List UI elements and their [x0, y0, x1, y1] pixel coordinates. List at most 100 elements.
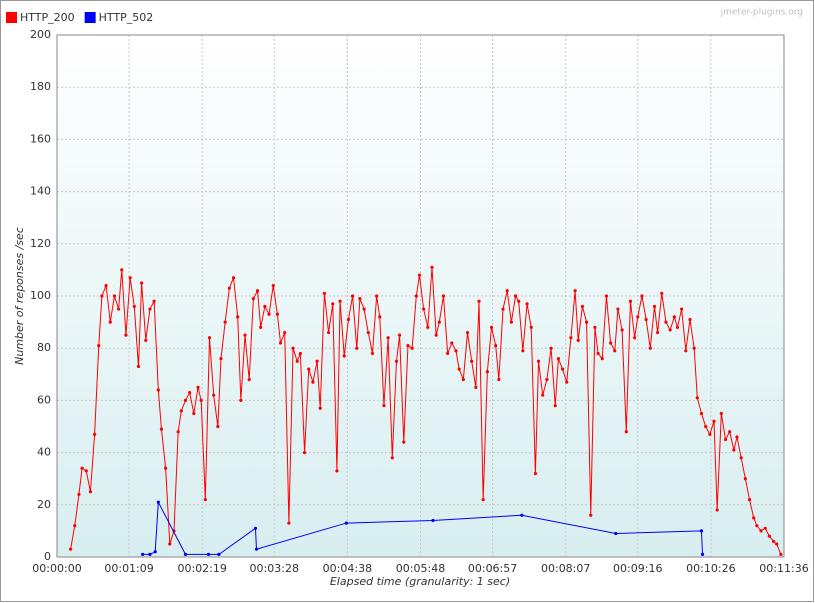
point — [614, 531, 618, 536]
point — [156, 500, 160, 504]
point — [203, 497, 207, 502]
point — [370, 351, 375, 356]
point — [136, 364, 141, 369]
point — [140, 281, 144, 285]
x-tick-label: 00:01:09 — [104, 562, 153, 575]
point — [253, 526, 258, 530]
point — [430, 265, 434, 269]
point — [580, 304, 585, 309]
point — [457, 367, 461, 371]
point — [362, 307, 366, 311]
x-tick-label: 00:00:00 — [32, 562, 81, 575]
point — [656, 330, 660, 335]
point — [390, 456, 394, 460]
point — [489, 325, 494, 329]
point — [616, 307, 620, 311]
point — [283, 330, 287, 335]
point — [176, 430, 180, 434]
legend-swatch — [84, 12, 96, 23]
point — [422, 307, 426, 311]
point — [584, 320, 589, 324]
legend-label: HTTP_502 — [99, 11, 154, 24]
point — [752, 516, 756, 520]
point — [236, 315, 240, 319]
point — [596, 351, 600, 356]
point — [144, 338, 148, 342]
point — [521, 349, 525, 353]
point — [529, 325, 533, 329]
point — [505, 289, 509, 293]
point — [366, 330, 370, 335]
point — [97, 343, 101, 348]
point — [335, 469, 339, 473]
point — [199, 398, 203, 402]
point — [398, 333, 402, 337]
point — [298, 351, 302, 356]
point — [576, 338, 580, 342]
legend: HTTP_200 HTTP_502 — [6, 11, 153, 24]
point — [660, 291, 664, 295]
point — [699, 411, 704, 416]
point — [636, 315, 640, 319]
x-tick-label: 00:02:19 — [177, 562, 226, 575]
point — [743, 477, 747, 481]
point — [227, 286, 231, 290]
point — [168, 542, 172, 546]
point — [120, 268, 124, 272]
point — [267, 312, 271, 316]
point — [275, 312, 279, 316]
point — [556, 357, 560, 361]
legend-swatch — [6, 12, 17, 23]
point — [223, 320, 227, 324]
point — [668, 328, 672, 332]
point — [474, 385, 478, 389]
point — [589, 513, 593, 517]
point — [100, 294, 104, 298]
point — [68, 547, 73, 551]
watermark: jmeter-plugins.org — [720, 8, 803, 18]
point — [414, 294, 418, 298]
point — [212, 393, 216, 397]
point — [739, 456, 743, 460]
y-tick-label: 20 — [37, 498, 51, 511]
point — [628, 299, 633, 303]
point — [461, 377, 465, 382]
point — [715, 508, 719, 512]
point — [132, 304, 136, 309]
y-tick-label: 0 — [44, 550, 51, 563]
point — [394, 359, 399, 363]
point — [77, 492, 81, 496]
point — [417, 273, 422, 277]
point — [243, 333, 247, 337]
point — [640, 294, 644, 298]
point — [771, 539, 776, 543]
point — [501, 307, 505, 311]
point — [763, 526, 767, 530]
legend-label: HTTP_200 — [20, 11, 75, 24]
point — [108, 320, 112, 324]
y-tick-label: 140 — [30, 185, 51, 198]
point — [497, 377, 501, 382]
point — [560, 367, 565, 371]
x-tick-label: 00:11:36 — [759, 562, 808, 575]
point — [613, 349, 617, 353]
point — [767, 534, 771, 538]
point — [84, 469, 88, 473]
point — [454, 349, 458, 353]
point — [513, 294, 518, 298]
y-axis-label: Number of reponses /sec — [13, 227, 26, 365]
point — [477, 299, 481, 303]
point — [536, 359, 541, 363]
point — [755, 524, 759, 528]
point — [700, 552, 705, 556]
point — [263, 304, 267, 309]
point — [331, 302, 335, 306]
point — [159, 427, 164, 431]
point — [302, 451, 307, 455]
point — [141, 552, 145, 556]
point — [216, 424, 220, 429]
point — [699, 529, 704, 533]
point — [779, 552, 783, 556]
point — [295, 359, 299, 363]
point — [723, 437, 728, 442]
